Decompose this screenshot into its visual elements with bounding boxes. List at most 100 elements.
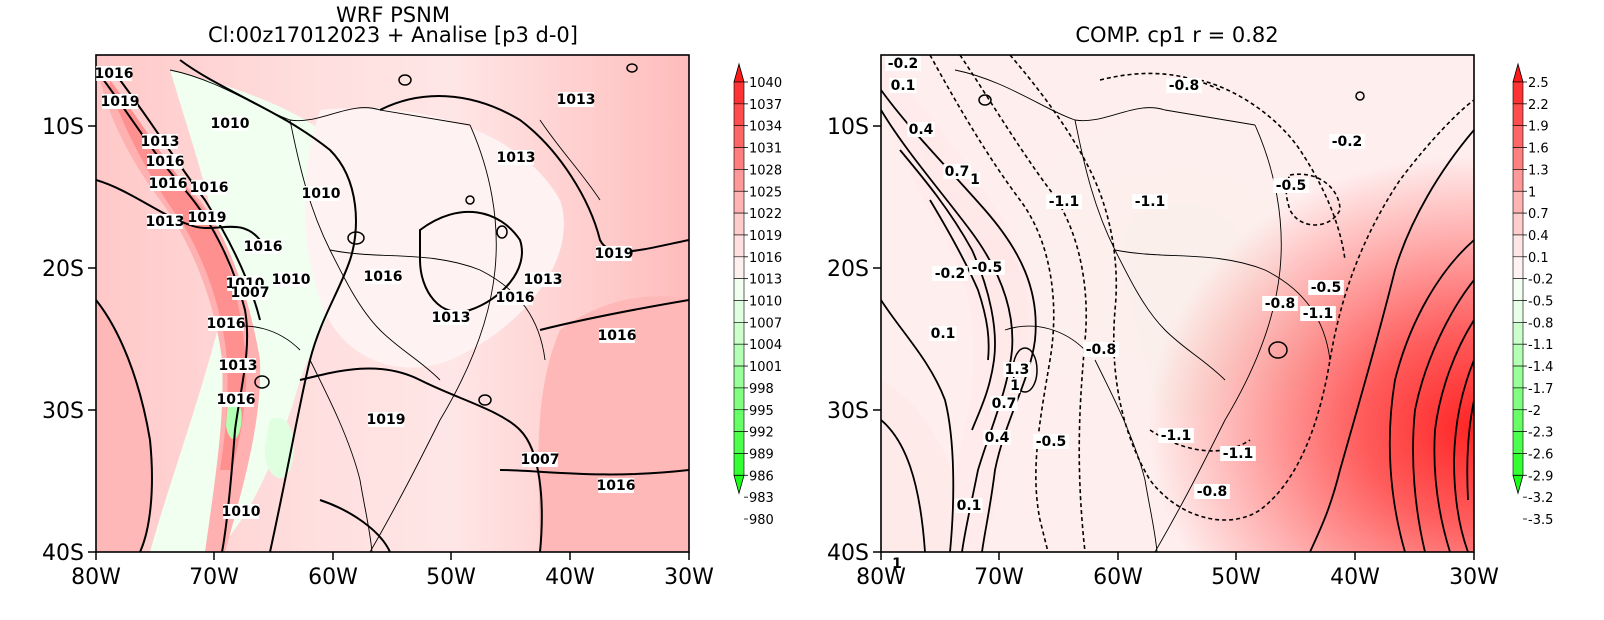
left-contour-label-bg bbox=[525, 272, 561, 287]
left-contour-label-bg bbox=[150, 176, 186, 191]
left-contour-label: 1010 bbox=[211, 116, 250, 132]
left-map-field bbox=[96, 55, 689, 552]
left-colorbar-swatch bbox=[733, 125, 745, 148]
right-xtick-2: 60W bbox=[1093, 565, 1143, 590]
left-contour-label: 1019 bbox=[595, 246, 634, 262]
right-contour-label: 1 bbox=[1010, 378, 1020, 394]
left-colorbar-label: 1040 bbox=[749, 76, 782, 91]
left-colorbar-label: 989 bbox=[749, 447, 774, 462]
left-contour-label: 1013 bbox=[497, 150, 536, 166]
right-contour-label-bg bbox=[885, 56, 921, 71]
left-contour-label: 1010 bbox=[272, 272, 311, 288]
right-contour-label-bg bbox=[983, 430, 1011, 445]
left-colorbar-swatch bbox=[733, 81, 745, 105]
left-contour-label-bg bbox=[598, 478, 634, 493]
right-colorbar: 2.5 2.2 1.9 1.6 1.3 1 0.7 0.4 0.1 -0.2 -0.5 -0.8 -1.… bbox=[1512, 62, 1553, 528]
left-contour-label-bg bbox=[558, 92, 594, 107]
right-contour-label: -0.8 bbox=[1086, 342, 1117, 358]
left-colorbar-swatch bbox=[733, 300, 745, 323]
right-title: COMP. cp1 r = 0.82 bbox=[1075, 23, 1278, 47]
right-contour-label-bg bbox=[969, 260, 1005, 275]
left-contour-label: 1007 bbox=[521, 452, 560, 468]
right-contour-label-bg bbox=[1308, 280, 1344, 295]
left-colorbar-swatch bbox=[733, 256, 745, 279]
left-colorbar-label: 1034 bbox=[749, 120, 782, 135]
left-contour-label-bg bbox=[96, 66, 132, 81]
right-colorbar-swatch bbox=[1512, 453, 1524, 476]
right-ytick-0: 10S bbox=[827, 115, 869, 140]
right-colorbar-swatch bbox=[1512, 212, 1524, 236]
left-contour-label-bg bbox=[522, 452, 558, 467]
left-colorbar-swatch bbox=[733, 343, 745, 367]
left-colorbar-swatch bbox=[733, 409, 745, 432]
right-contour-label-bg bbox=[1158, 428, 1194, 443]
left-ytick-0: 10S bbox=[42, 115, 84, 140]
left-contour-label-bg bbox=[596, 246, 632, 261]
right-xtick-0: 80W bbox=[856, 565, 906, 590]
left-contour-label-bg bbox=[147, 214, 183, 229]
right-xtick-3: 50W bbox=[1211, 565, 1261, 590]
right-contour-label: -0.8 bbox=[1265, 296, 1296, 312]
right-contour-label: -1.1 bbox=[1223, 446, 1254, 462]
right-contour-label: 0.4 bbox=[985, 430, 1010, 446]
left-xtick-5: 30W bbox=[664, 565, 714, 590]
right-colorbar-label: 1.6 bbox=[1528, 142, 1549, 157]
right-colorbar-swatch bbox=[1512, 387, 1524, 411]
left-contour-label-bg bbox=[497, 290, 533, 305]
panel-right: COMP. cp1 r = 0.82 bbox=[827, 23, 1553, 590]
right-contour-label-bg bbox=[1009, 378, 1021, 393]
left-contour-label: 1016 bbox=[146, 154, 185, 170]
right-contour-label: 1.3 bbox=[1005, 362, 1030, 378]
left-contour-label: 1013 bbox=[141, 134, 180, 150]
left-colorbar-label: 1028 bbox=[749, 163, 782, 178]
left-contour-label: 1007 bbox=[231, 285, 270, 301]
left-contour-label: 1010 bbox=[302, 186, 341, 202]
right-contour-label: -0.8 bbox=[1197, 484, 1228, 500]
right-contour-label: 0.1 bbox=[957, 498, 982, 514]
right-colorbar-swatch bbox=[1512, 256, 1524, 279]
right-contour-label-bg bbox=[1300, 306, 1336, 321]
right-colorbar-label: -1.7 bbox=[1528, 382, 1553, 397]
left-colorbar-label: 1025 bbox=[749, 185, 782, 200]
right-colorbar-label: 1.3 bbox=[1528, 163, 1549, 178]
left-ytick-1: 20S bbox=[42, 257, 84, 282]
left-contour-label-bg bbox=[191, 180, 227, 195]
left-colorbar-swatch bbox=[733, 234, 745, 258]
right-contour-label-bg bbox=[990, 396, 1018, 411]
left-colorbar-swatch bbox=[733, 103, 745, 126]
left-colorbar-label: 1016 bbox=[749, 251, 782, 266]
left-colorbar-swatch bbox=[733, 431, 745, 454]
right-contour-label: -0.2 bbox=[888, 56, 919, 72]
right-contour-label-bg bbox=[943, 164, 971, 179]
right-colorbar-swatch bbox=[1512, 190, 1524, 214]
right-contour-label: 0.7 bbox=[992, 396, 1017, 412]
right-contour-label-bg bbox=[1220, 446, 1256, 461]
left-contour-label-bg bbox=[220, 358, 256, 373]
right-contour-label: -0.8 bbox=[1169, 78, 1200, 94]
left-colorbar-label: 986 bbox=[749, 469, 774, 484]
left-colorbar-label: 1001 bbox=[749, 360, 782, 375]
right-colorbar-label: -0.8 bbox=[1528, 316, 1553, 331]
left-colorbar-label: 1019 bbox=[749, 229, 782, 244]
left-title-line1: WRF PSNM bbox=[336, 3, 450, 27]
right-ytick-2: 30S bbox=[827, 399, 869, 424]
right-colorbar-label: 0.1 bbox=[1528, 251, 1549, 266]
right-contour-label-bg bbox=[969, 172, 981, 187]
left-contour-label-bg bbox=[433, 310, 469, 325]
left-contour-label: 1013 bbox=[146, 214, 185, 230]
right-colorbar-swatch bbox=[1512, 343, 1524, 367]
left-contour-label: 1016 bbox=[598, 328, 637, 344]
right-colorbar-swatch bbox=[1512, 300, 1524, 323]
right-colorbar-label: 0.7 bbox=[1528, 207, 1549, 222]
left-colorbar-swatch bbox=[733, 365, 745, 389]
right-contour-label: -0.5 bbox=[972, 260, 1003, 276]
right-colorbar-swatch bbox=[1512, 147, 1524, 170]
left-contour-label: 1016 bbox=[364, 269, 403, 285]
right-colorbar-label: 1 bbox=[1528, 185, 1536, 200]
left-contour-label: 1013 bbox=[557, 92, 596, 108]
left-contour-label-bg bbox=[208, 316, 244, 331]
left-contour-label: 1016 bbox=[190, 180, 229, 196]
right-colorbar-swatch bbox=[1512, 234, 1524, 258]
right-colorbar-swatch bbox=[1512, 409, 1524, 432]
